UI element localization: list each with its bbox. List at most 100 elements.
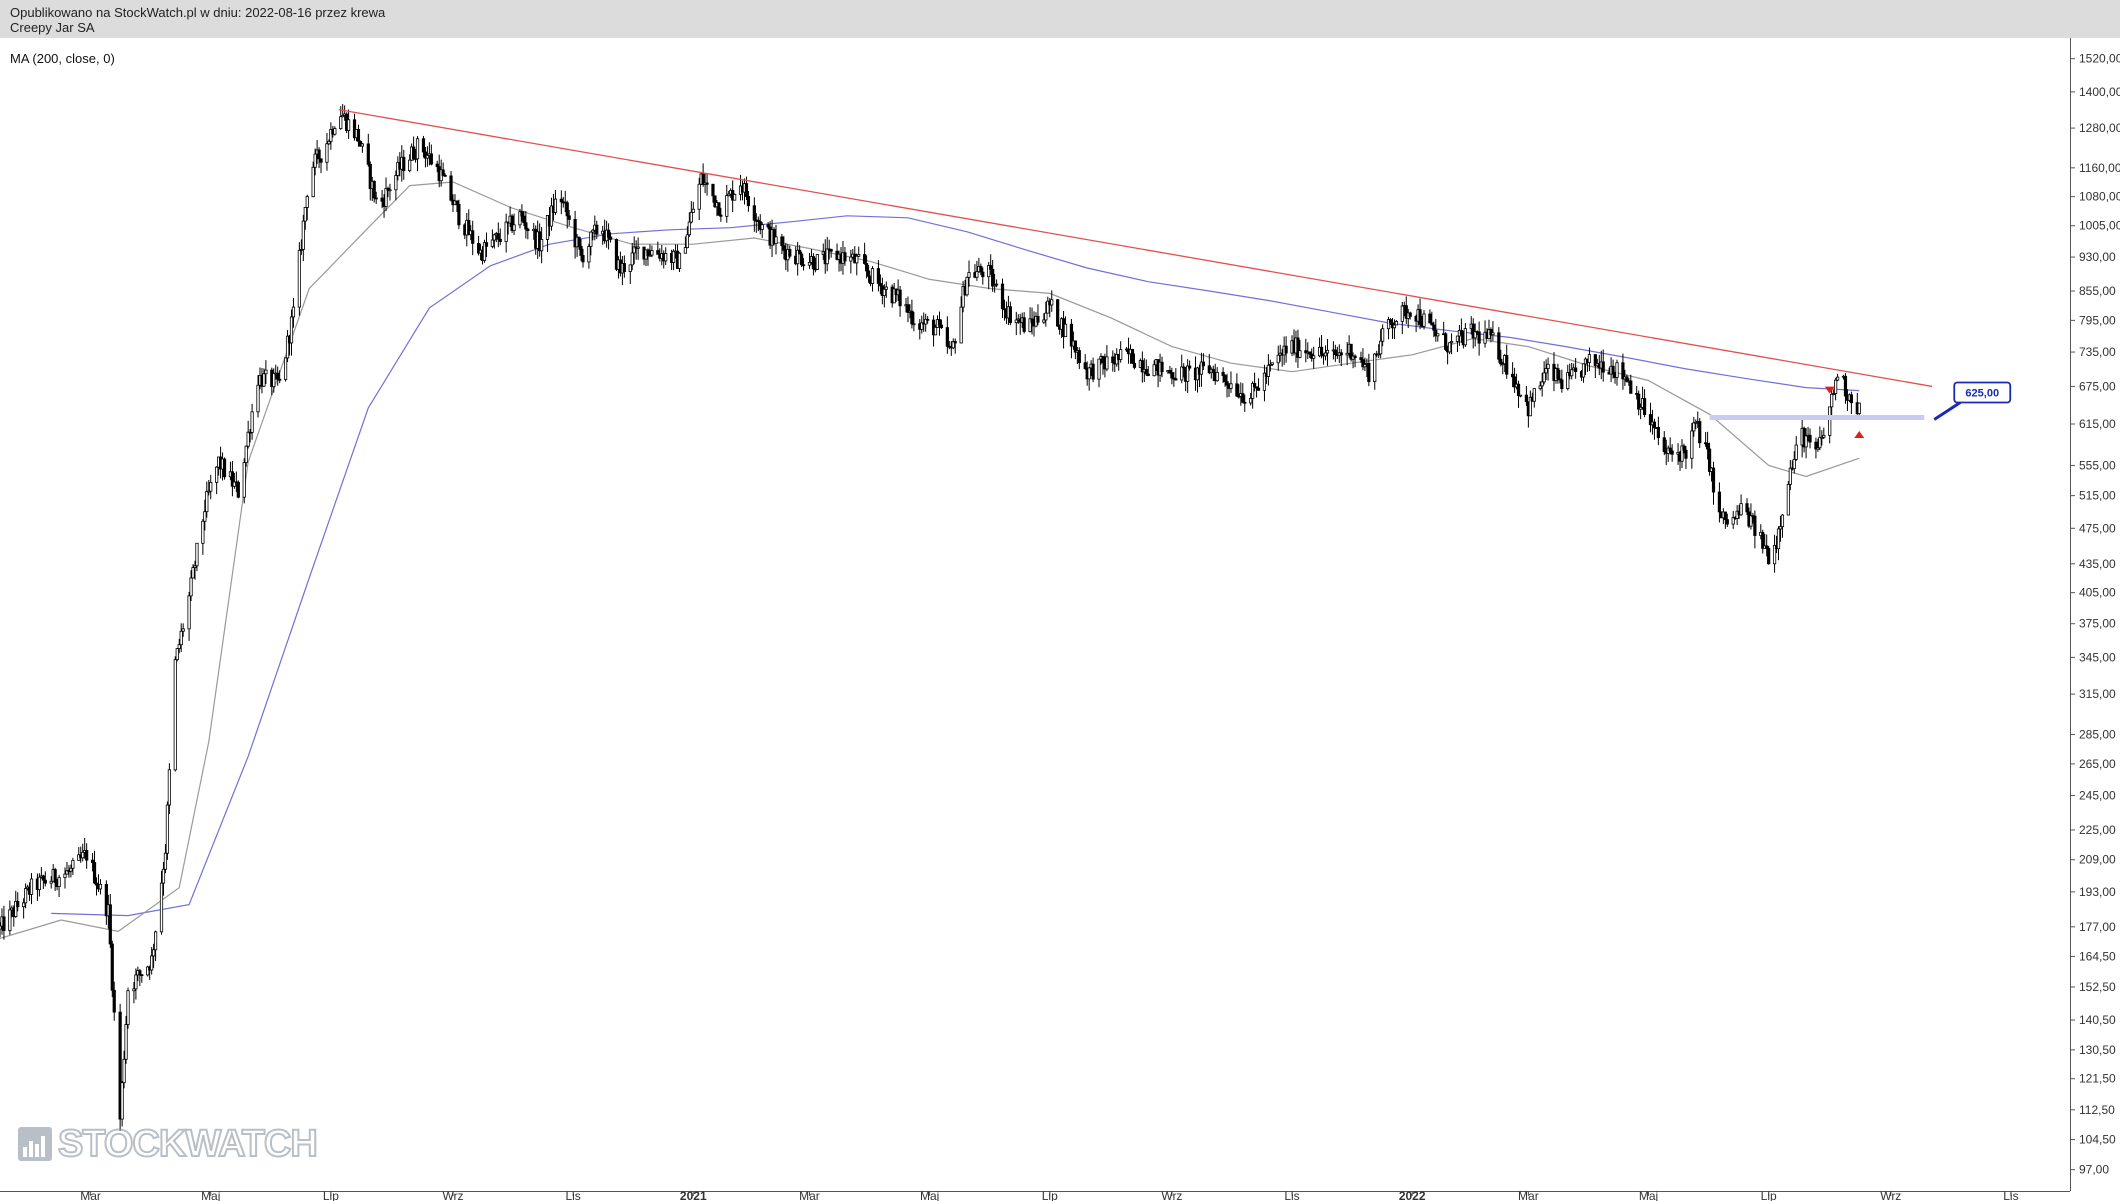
candle-body	[435, 163, 439, 168]
candle-body	[173, 659, 177, 771]
candle-body	[1546, 363, 1550, 369]
candle-body	[1753, 515, 1757, 536]
header-bar: Opublikowano na StockWatch.pl w dniu: 20…	[0, 0, 2120, 38]
candle-body	[1560, 379, 1564, 390]
y-tick-label: 1080,00	[2079, 190, 2120, 204]
candle-body	[85, 850, 89, 861]
level-callout-box[interactable]	[1953, 381, 2012, 404]
candle-body	[175, 648, 179, 661]
candle-body	[299, 248, 303, 251]
candle-body	[1436, 333, 1440, 337]
candle-body	[685, 234, 689, 249]
candle-body	[272, 373, 276, 387]
candle-body	[1188, 365, 1192, 369]
candle-body	[313, 153, 317, 168]
candle-body	[1276, 354, 1280, 364]
candle-body	[1739, 503, 1743, 516]
candle-body	[1063, 323, 1068, 338]
candle-body	[1725, 519, 1729, 525]
candle-body	[138, 970, 142, 976]
candle-body	[884, 286, 888, 290]
candle-body	[1377, 353, 1381, 356]
candle-body	[920, 322, 924, 330]
x-tick-label: Lip	[1761, 1189, 1777, 1201]
price-chart[interactable]: 625,00 97,00 104,50 112,50 121,50 130,50 140,…	[0, 38, 2120, 1201]
candle-body	[1170, 372, 1174, 379]
candle-body	[1788, 467, 1792, 485]
candle-body	[289, 316, 294, 344]
candle-body	[701, 173, 705, 185]
candle-body	[276, 372, 280, 380]
candle-body	[360, 143, 364, 147]
candle-body	[711, 183, 715, 197]
candle-body	[53, 869, 57, 883]
candle-body	[522, 215, 526, 224]
candle-body	[1028, 318, 1032, 332]
candle-body	[656, 250, 660, 255]
candle-body	[189, 577, 193, 597]
y-tick-label: 1400,00	[2079, 85, 2120, 99]
marker-down-arrow-icon	[1824, 386, 1835, 394]
candle-body	[774, 236, 778, 245]
candle-body	[1030, 318, 1034, 324]
candle-body	[1211, 368, 1215, 373]
candle-body	[1780, 514, 1785, 528]
y-tick-label: 1160,00	[2079, 161, 2120, 175]
y-tick-label: 405,00	[2079, 586, 2116, 600]
candle-body	[1434, 329, 1438, 337]
candle-body	[1711, 467, 1716, 493]
candle-body	[1249, 397, 1253, 404]
candle-body	[201, 520, 205, 544]
candle-body	[855, 255, 859, 264]
candle-body	[1022, 317, 1026, 332]
candle-body	[37, 876, 41, 891]
candle-body	[1601, 361, 1605, 373]
candle-body	[1254, 386, 1259, 389]
candle-body	[524, 222, 528, 230]
candle-body	[1621, 362, 1625, 380]
candle-body	[177, 644, 181, 650]
x-tick-label: Lip	[323, 1189, 339, 1201]
candle-body	[1528, 396, 1532, 417]
candle-body	[630, 252, 634, 266]
candle-body	[1447, 342, 1452, 353]
candle-body	[8, 909, 12, 931]
candle-body	[815, 254, 819, 270]
stockwatch-watermark: STOCKWATCH	[18, 1122, 319, 1166]
candle-body	[484, 242, 489, 247]
candle-body	[1381, 328, 1385, 342]
candle-body	[443, 174, 447, 177]
candle-body	[829, 249, 833, 252]
candle-body	[1241, 393, 1245, 403]
candle-body	[549, 205, 554, 227]
resistance-trendline[interactable]	[338, 108, 1933, 388]
candle-body	[798, 249, 802, 255]
candle-body	[1570, 369, 1574, 377]
candle-body	[244, 445, 248, 463]
candle-body	[327, 140, 331, 145]
candle-body	[1772, 545, 1777, 565]
candle-body	[1662, 437, 1666, 452]
drawing-overlays[interactable]: 625,00	[338, 108, 2012, 438]
candle-body	[1132, 362, 1137, 368]
candle-body	[565, 202, 569, 217]
candle-body	[1404, 305, 1408, 319]
candle-body	[49, 880, 53, 884]
candle-body	[2, 916, 6, 931]
candle-body	[1201, 361, 1205, 367]
candle-body	[1186, 365, 1190, 382]
indicator-label[interactable]: MA (200, close, 0)	[10, 51, 115, 66]
candle-body	[981, 271, 985, 278]
candle-body	[1828, 406, 1832, 436]
candle-body	[1243, 401, 1247, 404]
candle-body	[591, 229, 595, 233]
candle-body	[863, 254, 867, 264]
candle-body	[122, 1058, 126, 1084]
support-level-band[interactable]	[1709, 414, 1925, 420]
candle-body	[374, 197, 378, 200]
candle-body	[677, 252, 682, 269]
candle-body	[1834, 379, 1838, 394]
candle-body	[1077, 350, 1081, 364]
candle-body	[1639, 406, 1643, 410]
candle-body	[1642, 398, 1647, 415]
